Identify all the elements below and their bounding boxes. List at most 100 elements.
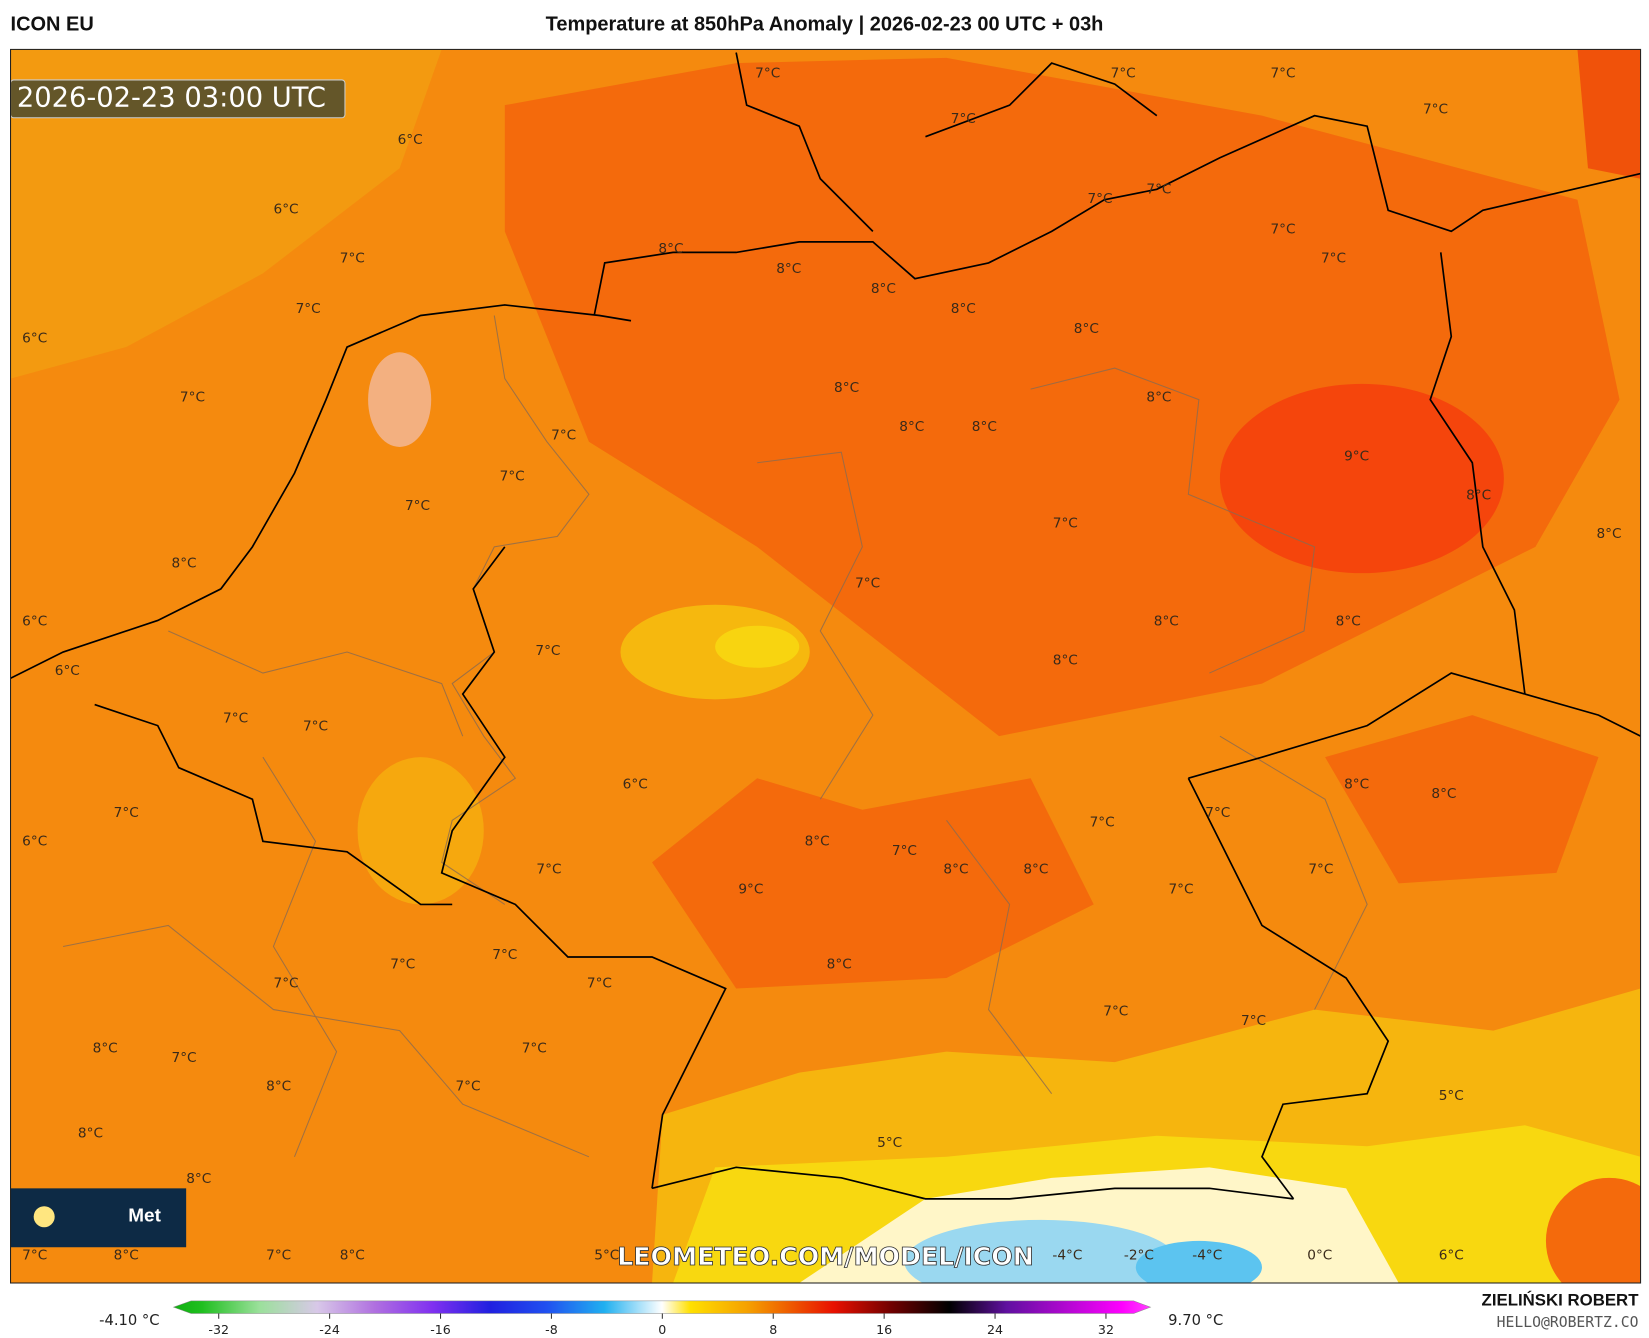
map: 7°C 7°C 7°C 7°C 6°C 7°C 6°C 7°C 7°C 7°C 7°C 8°C 8°C 7…: [10, 49, 1641, 1283]
field-region: [1577, 49, 1641, 179]
contour-label: 7°C: [340, 251, 365, 267]
contour-label: 8°C: [805, 833, 830, 849]
max-value: 9.70 °C: [1168, 1312, 1223, 1329]
contour-label: 6°C: [274, 201, 299, 217]
contour-label: 7°C: [1090, 814, 1115, 830]
lake: [368, 352, 432, 447]
field-region: [1135, 1240, 1262, 1283]
contour-label: 7°C: [1103, 1004, 1128, 1020]
contour-label: 7°C: [492, 947, 517, 963]
contour-label: 7°C: [390, 956, 415, 972]
contour-label: 7°C: [296, 301, 321, 317]
contour-label: 8°C: [899, 419, 924, 435]
contour-label: 8°C: [1466, 487, 1491, 503]
contour-label: 9°C: [1344, 448, 1369, 464]
map-frame: [10, 48, 1642, 1284]
contour-label: 8°C: [943, 862, 968, 878]
field-region: [1325, 715, 1599, 884]
contour-label: 7°C: [1087, 191, 1112, 207]
contour-label: 7°C: [1308, 862, 1333, 878]
contour-label: 8°C: [1431, 786, 1456, 802]
contour-label: 8°C: [1336, 614, 1361, 630]
contour-label: 6°C: [22, 331, 47, 347]
colorbar: -32 -24 -16 -8 0 8 16 24 32: [172, 1300, 1152, 1337]
contour-label: 7°C: [455, 1078, 480, 1094]
contour-label: 8°C: [1146, 390, 1171, 406]
contour-label: 7°C: [892, 843, 917, 859]
contour-label: 7°C: [1146, 181, 1171, 197]
contour-label: 8°C: [114, 1248, 139, 1264]
colorbar-gradient: [172, 1300, 1152, 1314]
contour-label: 6°C: [398, 132, 423, 148]
contour-label: 8°C: [951, 301, 976, 317]
colorbar-tick-label: 0: [658, 1322, 666, 1337]
contour-label: 7°C: [551, 427, 576, 443]
field-region: [1545, 1177, 1641, 1283]
contour-label: 7°C: [587, 975, 612, 991]
contour-label: 7°C: [22, 1248, 47, 1264]
contour-label: 7°C: [274, 975, 299, 991]
contour-label: 8°C: [1154, 614, 1179, 630]
colorbar-tick-label: 24: [987, 1322, 1003, 1337]
timestamp-box: [10, 79, 346, 119]
watermark: LEOMETEO.COM/MODEL/ICON: [617, 1242, 1034, 1271]
contour-label: 8°C: [834, 380, 859, 396]
contour-label: 8°C: [658, 241, 683, 257]
contour-label: 6°C: [55, 663, 80, 679]
contour-label: 7°C: [1423, 101, 1448, 117]
contour-label: 7°C: [522, 1040, 547, 1056]
contour-labels: 7°C 7°C 7°C 7°C 6°C 7°C 6°C 7°C 7°C 7°C 7°C 8°C 8°C 7…: [22, 66, 1621, 1264]
field-region: [1219, 383, 1504, 574]
contour-label: 8°C: [186, 1171, 211, 1187]
contour-label: 5°C: [877, 1135, 902, 1151]
contour-label: 7°C: [951, 111, 976, 127]
field-region: [10, 49, 442, 379]
contour-label: 0°C: [1307, 1248, 1332, 1264]
model-name: ICON EU: [11, 14, 94, 36]
contour-label: -2°C: [1124, 1248, 1154, 1264]
colorbar-tick-label: 32: [1098, 1322, 1114, 1337]
contour-label: 7°C: [266, 1248, 291, 1264]
contour-label: 8°C: [93, 1040, 118, 1056]
contour-label: 8°C: [1053, 652, 1078, 668]
contour-label: 7°C: [114, 805, 139, 821]
timestamp: 2026-02-23 03:00 UTC: [17, 82, 326, 113]
contour-label: 8°C: [266, 1078, 291, 1094]
contour-label: 5°C: [594, 1248, 619, 1264]
contour-label: 7°C: [1241, 1013, 1266, 1029]
contour-label: 7°C: [1321, 251, 1346, 267]
contour-label: 8°C: [78, 1126, 103, 1142]
contour-label: 9°C: [738, 882, 763, 898]
colorbar-tick-label: 8: [769, 1322, 777, 1337]
contour-label: 8°C: [827, 956, 852, 972]
contour-label: 8°C: [340, 1248, 365, 1264]
contour-label: 8°C: [1023, 862, 1048, 878]
field-region: [904, 1219, 1178, 1283]
contour-label: 8°C: [1596, 526, 1621, 542]
contour-label: -4°C: [1052, 1248, 1082, 1264]
contour-label: 7°C: [1270, 221, 1295, 237]
contour-label: 7°C: [405, 498, 430, 514]
field-region: [715, 625, 800, 668]
contour-label: 7°C: [180, 390, 205, 406]
colorbar-tick-label: -24: [319, 1322, 340, 1337]
contour-label: 6°C: [623, 777, 648, 793]
contour-label: 7°C: [223, 710, 248, 726]
colorbar-tick-label: -32: [208, 1322, 229, 1337]
contour-label: 7°C: [1270, 66, 1295, 82]
coastlines: [10, 52, 1641, 1200]
contour-label: 7°C: [1111, 66, 1136, 82]
contour-label: 8°C: [776, 261, 801, 277]
contour-label: 8°C: [871, 281, 896, 297]
contour-label: 5°C: [1439, 1088, 1464, 1104]
field-region: [357, 757, 484, 905]
contour-label: 8°C: [172, 556, 197, 572]
contour-label: 6°C: [22, 614, 47, 630]
logo-sun: [33, 1206, 55, 1228]
colorbar-tick-label: -16: [430, 1322, 451, 1337]
author: ZIELIŃSKI ROBERT: [1482, 1290, 1640, 1309]
contour-label: 7°C: [500, 468, 525, 484]
contour-label: 8°C: [972, 419, 997, 435]
contour-label: 7°C: [172, 1050, 197, 1066]
